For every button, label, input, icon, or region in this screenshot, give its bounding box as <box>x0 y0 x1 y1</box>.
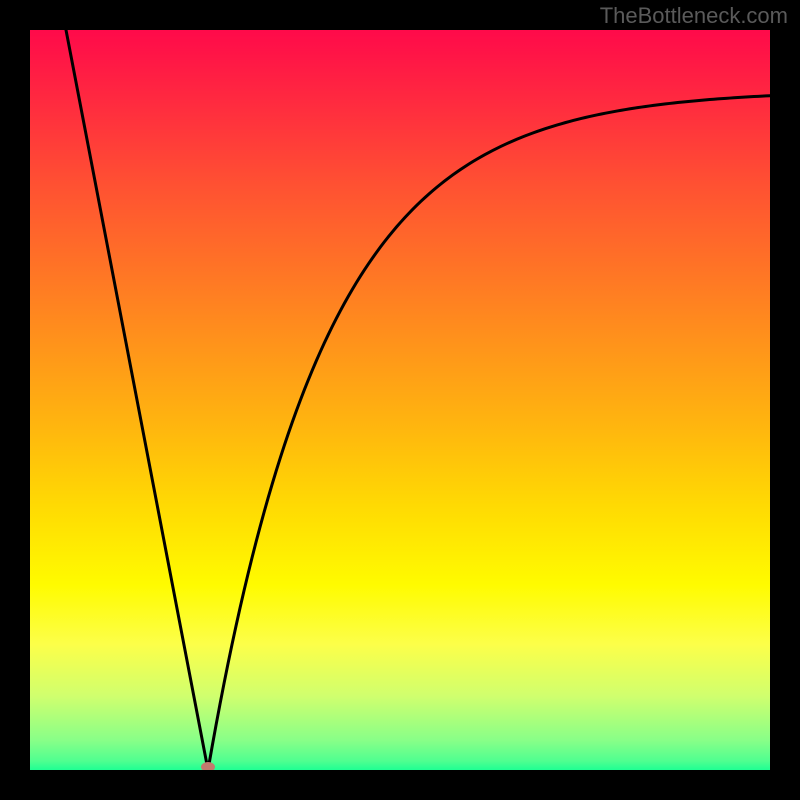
watermark-text: TheBottleneck.com <box>600 3 788 29</box>
bottleneck-chart <box>30 30 770 770</box>
chart-container: TheBottleneck.com <box>0 0 800 800</box>
plot-area <box>30 30 770 770</box>
chart-background <box>30 30 770 770</box>
